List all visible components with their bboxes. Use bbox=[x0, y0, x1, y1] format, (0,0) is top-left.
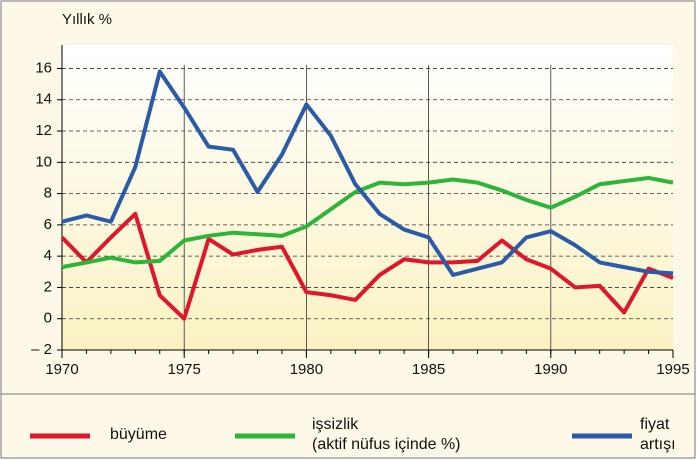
y-tick-label: 14 bbox=[35, 91, 52, 108]
x-tick-label: 1995 bbox=[656, 361, 689, 378]
data-line bbox=[60, 211, 674, 321]
y-tick-label: 8 bbox=[44, 185, 52, 202]
x-tick-label: 1975 bbox=[168, 361, 201, 378]
y-tick-label: 16 bbox=[35, 59, 52, 76]
y-tick-label: – 2 bbox=[31, 341, 52, 358]
legend-label: büyüme bbox=[110, 426, 167, 443]
y-tick-label: 4 bbox=[44, 247, 52, 264]
y-tick-label: 12 bbox=[35, 122, 52, 139]
y-tick-label: 6 bbox=[44, 216, 52, 233]
legend-label: fiyat artışı bbox=[640, 416, 676, 453]
y-tick-label: 0 bbox=[44, 310, 52, 327]
data-line bbox=[61, 69, 674, 277]
data-line bbox=[61, 175, 674, 270]
x-tick-label: 1985 bbox=[412, 361, 445, 378]
x-tick-label: 1980 bbox=[290, 361, 323, 378]
y-tick-label: 2 bbox=[44, 278, 52, 295]
y-tick-label: 10 bbox=[35, 153, 52, 170]
legend-label: işsizlik (aktif nüfus içinde %) bbox=[312, 416, 461, 453]
x-tick-label: 1990 bbox=[534, 361, 567, 378]
y-axis-label: Yıllık % bbox=[62, 11, 112, 28]
x-tick-label: 1970 bbox=[45, 361, 78, 378]
